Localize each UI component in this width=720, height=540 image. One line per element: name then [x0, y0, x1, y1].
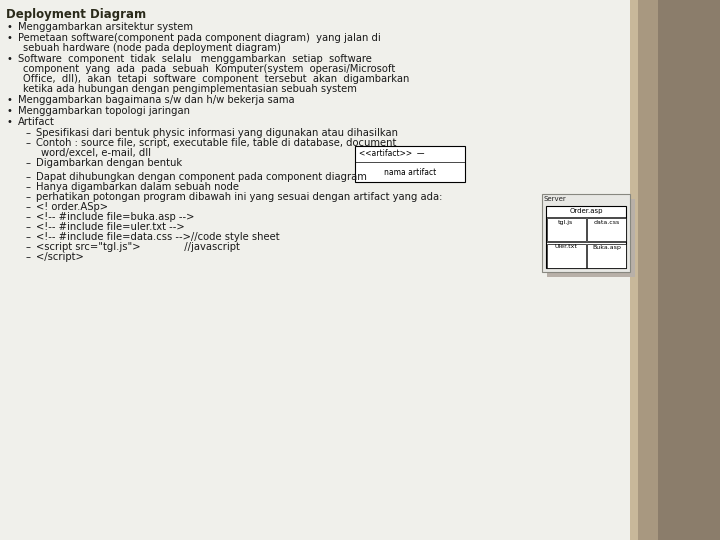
Text: •: •	[6, 106, 12, 116]
Text: –: –	[26, 212, 31, 222]
Text: Contoh : source file, script, executable file, table di database, document: Contoh : source file, script, executable…	[36, 138, 397, 148]
Bar	[630, 0, 638, 540]
Text: Buka.asp: Buka.asp	[592, 245, 621, 249]
Text: •: •	[6, 117, 12, 127]
Text: –: –	[26, 138, 31, 148]
Text: Menggambarkan topologi jaringan: Menggambarkan topologi jaringan	[18, 106, 190, 116]
Text: Artifact: Artifact	[18, 117, 55, 127]
Text: –: –	[26, 222, 31, 232]
Bar	[546, 218, 585, 241]
Text: Order.asp: Order.asp	[570, 208, 603, 214]
Text: tgl.js: tgl.js	[558, 220, 573, 225]
Bar	[638, 0, 658, 540]
Text: Hanya digambarkan dalam sebuah node: Hanya digambarkan dalam sebuah node	[36, 182, 239, 192]
Text: <<artifact>>  —: <<artifact>> —	[359, 149, 425, 158]
Text: –: –	[26, 252, 31, 262]
Text: Menggambarkan bagaimana s/w dan h/w bekerja sama: Menggambarkan bagaimana s/w dan h/w beke…	[18, 95, 294, 105]
Text: Spesifikasi dari bentuk physic informasi yang digunakan atau dihasilkan: Spesifikasi dari bentuk physic informasi…	[36, 128, 398, 138]
Bar	[546, 206, 626, 268]
Bar	[355, 146, 465, 182]
Text: Office,  dll),  akan  tetapi  software  component  tersebut  akan  digambarkan: Office, dll), akan tetapi software compo…	[23, 74, 410, 84]
Text: –: –	[26, 242, 31, 252]
Bar	[542, 194, 630, 272]
Text: •: •	[6, 54, 12, 64]
Text: –: –	[26, 158, 31, 168]
Text: ketika ada hubungan dengan pengimplementasian sebuah system: ketika ada hubungan dengan pengimplement…	[23, 84, 357, 94]
Text: Menggambarkan arsitektur system: Menggambarkan arsitektur system	[18, 22, 193, 32]
Text: Uler.txt: Uler.txt	[554, 245, 577, 249]
Text: Server: Server	[544, 196, 567, 202]
Bar	[547, 199, 635, 277]
Text: nama artifact: nama artifact	[384, 168, 436, 177]
Text: Deployment Diagram: Deployment Diagram	[6, 8, 146, 21]
Text: <!-- #include file=uler.txt -->: <!-- #include file=uler.txt -->	[36, 222, 184, 232]
Text: –: –	[26, 232, 31, 242]
Text: data.css: data.css	[593, 220, 620, 225]
Bar	[587, 244, 626, 267]
Text: <! order.ASp>: <! order.ASp>	[36, 202, 108, 212]
Text: –: –	[26, 182, 31, 192]
Text: <!-- #include file=buka.asp -->: <!-- #include file=buka.asp -->	[36, 212, 194, 222]
Text: –: –	[26, 202, 31, 212]
Bar	[587, 218, 626, 241]
Text: Digambarkan dengan bentuk: Digambarkan dengan bentuk	[36, 158, 182, 168]
Text: Dapat dihubungkan dengan component pada component diagram: Dapat dihubungkan dengan component pada …	[36, 172, 367, 182]
Bar	[658, 0, 720, 540]
Text: <!-- #include file=data.css -->//code style sheet: <!-- #include file=data.css -->//code st…	[36, 232, 279, 242]
Text: </script>: </script>	[36, 252, 84, 262]
Text: component  yang  ada  pada  sebuah  Komputer(system  operasi/Microsoft: component yang ada pada sebuah Komputer(…	[23, 64, 395, 74]
Text: •: •	[6, 22, 12, 32]
Text: <script src="tgl.js">              //javascript: <script src="tgl.js"> //javascript	[36, 242, 240, 252]
Text: Software  component  tidak  selalu   menggambarkan  setiap  software: Software component tidak selalu menggamb…	[18, 54, 372, 64]
Text: •: •	[6, 95, 12, 105]
Text: sebuah hardware (node pada deployment diagram): sebuah hardware (node pada deployment di…	[23, 43, 281, 53]
Text: –: –	[26, 172, 31, 182]
Text: •: •	[6, 33, 12, 43]
Text: Pemetaan software(component pada component diagram)  yang jalan di: Pemetaan software(component pada compone…	[18, 33, 381, 43]
Text: perhatikan potongan program dibawah ini yang sesuai dengan artifact yang ada:: perhatikan potongan program dibawah ini …	[36, 192, 442, 202]
Text: –: –	[26, 192, 31, 202]
Text: word/excel, e-mail, dll: word/excel, e-mail, dll	[41, 148, 151, 158]
Bar	[546, 244, 585, 267]
Text: –: –	[26, 128, 31, 138]
